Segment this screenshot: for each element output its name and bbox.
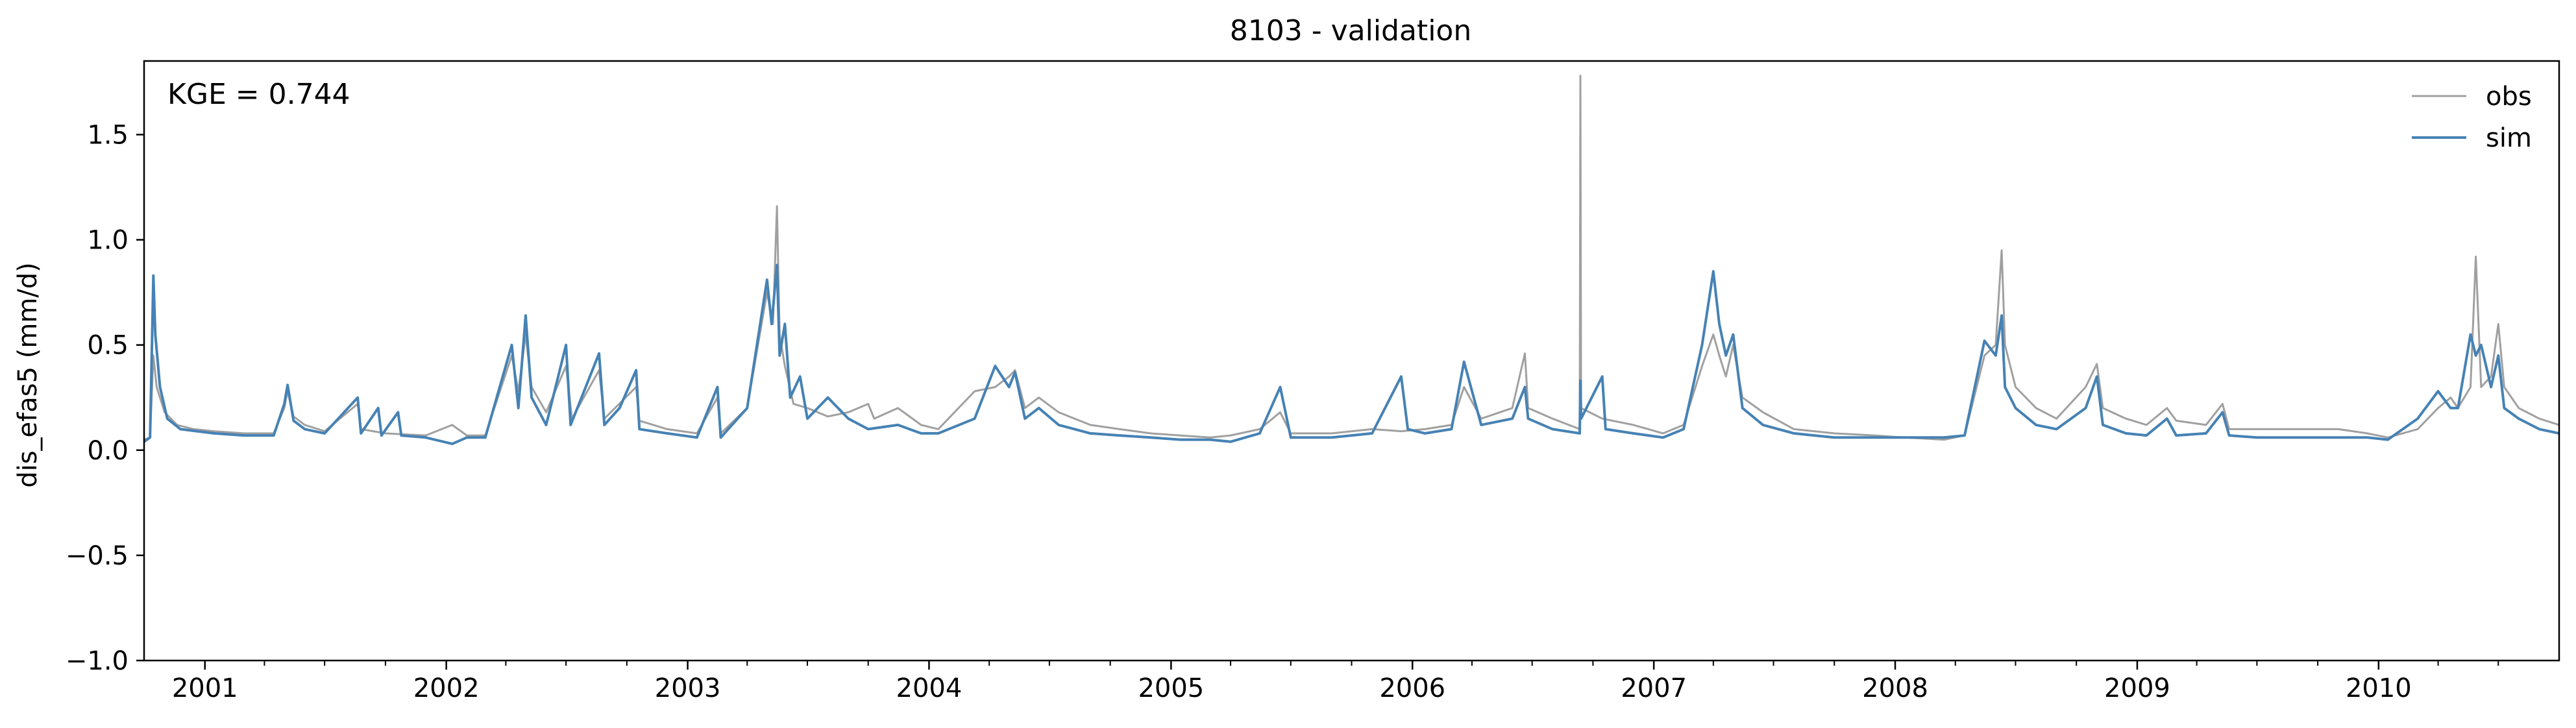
y-tick-label: −1.0 — [66, 646, 129, 676]
legend-label-obs: obs — [2486, 82, 2532, 112]
y-axis-label: dis_efas5 (mm/d) — [13, 262, 43, 488]
x-tick-label: 2007 — [1621, 673, 1687, 703]
chart-title: 8103 - validation — [1230, 14, 1471, 47]
x-tick-label: 2002 — [413, 673, 480, 703]
series-line-sim — [143, 263, 2560, 446]
legend: obs sim — [2412, 82, 2532, 153]
y-tick-label: 1.5 — [87, 120, 129, 150]
x-tick-label: 2001 — [172, 673, 238, 703]
x-tick-label: 2009 — [2104, 673, 2170, 703]
x-tick-label: 2008 — [1862, 673, 1928, 703]
y-tick-label: −0.5 — [66, 541, 129, 571]
kge-annotation: KGE = 0.744 — [167, 78, 350, 111]
x-tick-label: 2003 — [655, 673, 721, 703]
x-tick-label: 2006 — [1379, 673, 1445, 703]
legend-label-sim: sim — [2486, 123, 2532, 153]
x-tick-label: 2005 — [1138, 673, 1204, 703]
x-tick-label: 2010 — [2346, 673, 2412, 703]
y-tick-label: 1.0 — [87, 226, 129, 256]
y-tick-label: 0.5 — [87, 331, 129, 361]
y-tick-label: 0.0 — [87, 436, 129, 466]
plot-area: −1.0 −0.5 0.0 0.5 1.0 1.5 2001 2002 2003 2004 2005… — [66, 60, 2560, 703]
x-tick-label: 2004 — [896, 673, 963, 703]
